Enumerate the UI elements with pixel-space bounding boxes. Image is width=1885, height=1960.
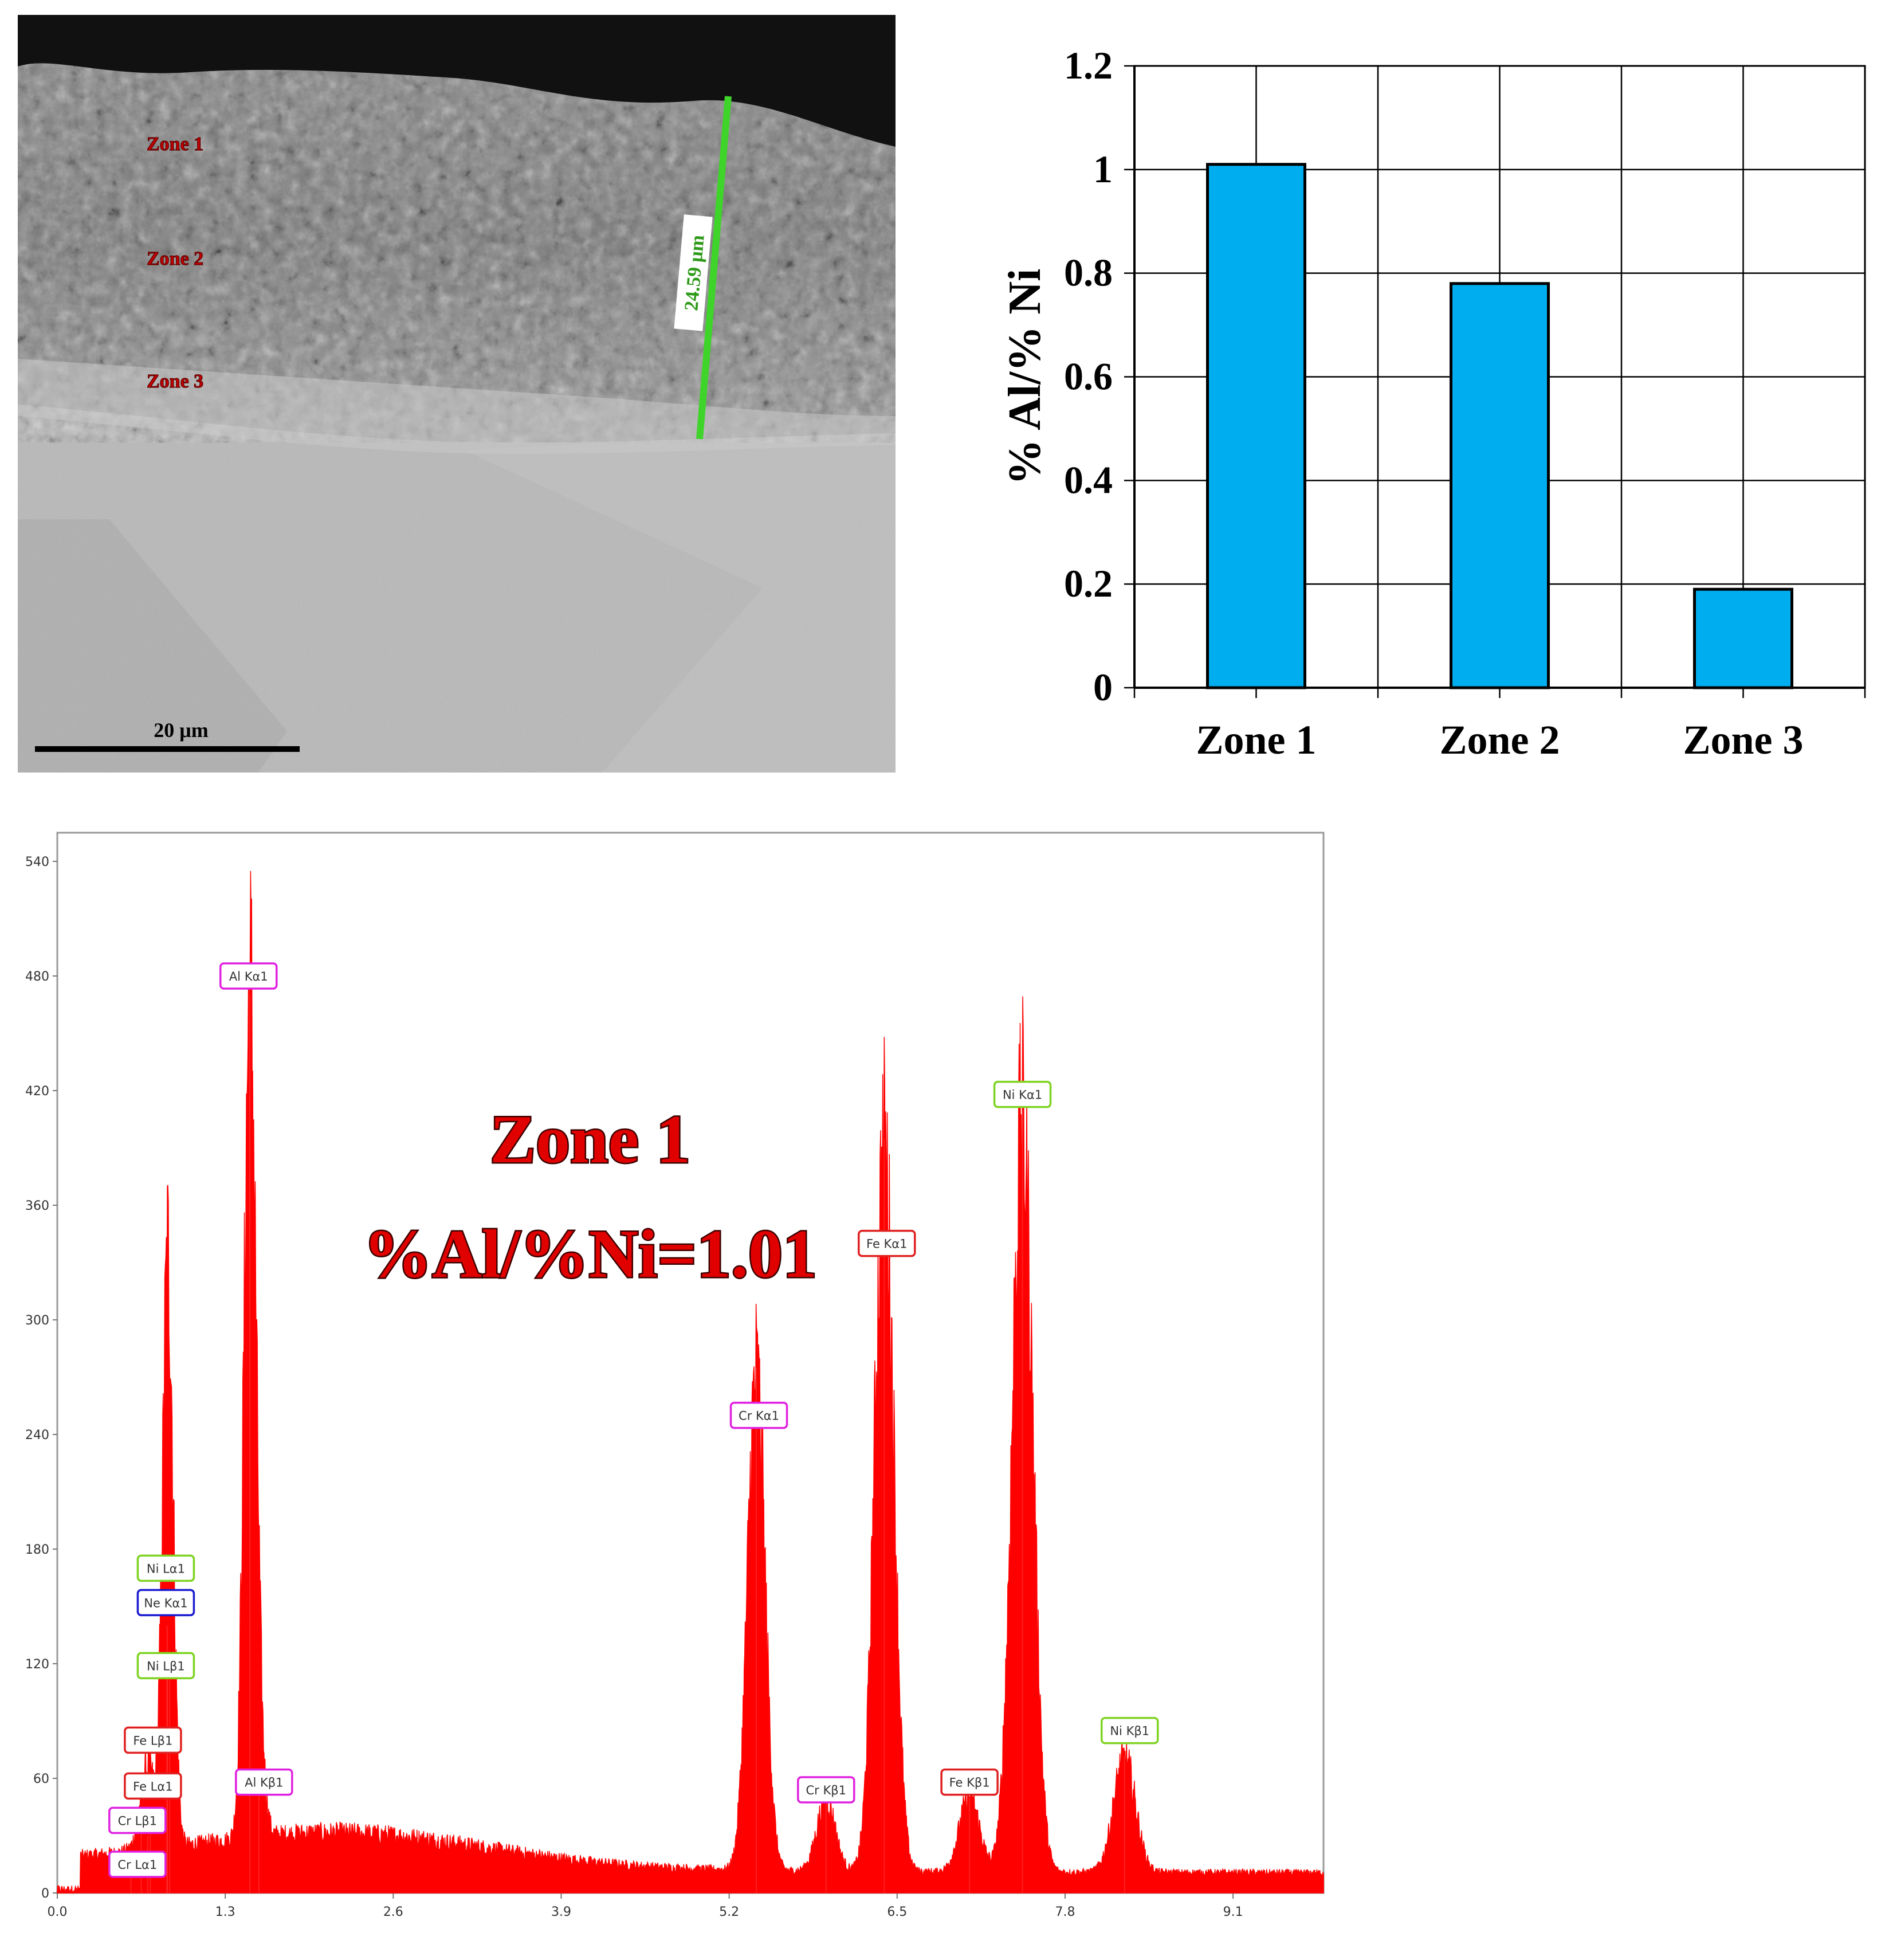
x-tick-label: 0.0	[48, 1905, 68, 1919]
x-tick-label: 7.8	[1055, 1905, 1075, 1919]
mounting-resin	[18, 15, 896, 147]
y-tick-label: 0.2	[1064, 562, 1113, 605]
peak-tag: Cr Kα1	[729, 1401, 788, 1429]
peak-tag-label: Fe Kα1	[866, 1237, 908, 1251]
y-tick-label: 0.4	[1064, 458, 1113, 501]
x-tick-label: Zone 1	[1196, 717, 1316, 763]
peak-tag: Cr Lβ1	[108, 1806, 167, 1834]
y-tick-label: 480	[25, 970, 49, 984]
peak-tag: Fe Lα1	[124, 1772, 182, 1800]
bar-zone-2	[1450, 282, 1550, 689]
y-axis-title-group: % Al/% Ni	[1000, 269, 1050, 485]
peak-tag: Cr Kβ1	[797, 1776, 855, 1804]
peak-tag-box	[940, 1768, 999, 1796]
y-tick-label: 1	[1093, 147, 1113, 191]
interdiffusion-band	[18, 359, 896, 454]
y-tick-label: 300	[25, 1314, 49, 1328]
x-tick-label: 9.1	[1223, 1905, 1243, 1919]
peak-tag-label: Ni Lα1	[147, 1562, 185, 1575]
al-ni-ratio-chart: 0 0.2 0.4 0.6 0.8 1 1.2 Zone 1 Zone 2 Zone 3 % Al/…	[951, 23, 1885, 785]
peak-tag-box	[136, 1589, 195, 1617]
peak-tag-box	[124, 1772, 182, 1800]
x-tick-label: Zone 2	[1439, 717, 1560, 763]
y-tick-label: 240	[25, 1428, 49, 1442]
peak-tag: Ni Lα1	[136, 1554, 195, 1582]
peak-tag-box	[1100, 1716, 1159, 1745]
y-tick-label: 0	[1093, 665, 1113, 709]
peak-tag: Ni Lβ1	[136, 1652, 195, 1680]
peak-tag-box	[993, 1080, 1052, 1108]
peak-tag-label: Cr Kα1	[739, 1409, 779, 1423]
y-tick-label: 0	[41, 1887, 49, 1901]
y-tick-label: 0.8	[1064, 251, 1113, 295]
bar-chart-svg: 0 0.2 0.4 0.6 0.8 1 1.2 Zone 1 Zone 2 Zone 3 % Al/…	[1000, 44, 1866, 763]
peak-tag-label: Ni Kβ1	[1110, 1724, 1149, 1738]
peak-tag-box	[729, 1401, 788, 1429]
peak-tag-box	[858, 1229, 916, 1257]
scale-bar-label: 20 μm	[154, 719, 208, 742]
peak-tag-label: Fe Lβ1	[133, 1734, 172, 1747]
peak-tag-label: Cr Lβ1	[118, 1814, 157, 1828]
x-tick-label: 1.3	[215, 1905, 235, 1919]
x-tick-label: 6.5	[887, 1905, 907, 1919]
peak-tag-label: Cr Kβ1	[806, 1783, 847, 1797]
peak-tag-label: Fe Kβ1	[949, 1776, 990, 1790]
peak-tag-label: Fe Lα1	[133, 1779, 172, 1793]
peak-tag-box	[136, 1554, 195, 1582]
y-tick-label: 120	[25, 1657, 49, 1672]
peak-tag-box	[797, 1776, 855, 1804]
peak-tag: Fe Lβ1	[124, 1726, 182, 1754]
peak-tag: Al Kβ1	[235, 1768, 293, 1796]
thickness-measure-tag: 24.59 μm	[674, 214, 713, 331]
peak-tag-box	[219, 962, 278, 990]
peak-tag-label: Ne Kα1	[144, 1596, 187, 1610]
thickness-measure-line	[696, 96, 732, 440]
eds-spectrum-svg: 0 60 120 180 240 300 360 420 480 540 0.0 1.3 2.6 3.9 5…	[25, 832, 1325, 1919]
peak-tag-box	[235, 1768, 293, 1796]
zone-3-label: Zone 3	[147, 371, 203, 392]
peak-tag: Fe Kβ1	[940, 1768, 999, 1796]
eds-spectrum: 0 60 120 180 240 300 360 420 480 540 0.0 1.3 2.6 3.9 5…	[17, 830, 1329, 1953]
peak-tag-label: Al Kα1	[229, 970, 268, 983]
x-tick-label: Zone 3	[1683, 717, 1803, 763]
sem-micrograph: Zone 1 Zone 2 Zone 3 24.59 μm 20 μm	[18, 15, 896, 773]
zone-2-label: Zone 2	[147, 248, 203, 269]
peak-tag-box	[124, 1726, 182, 1754]
peak-tag-box	[136, 1652, 195, 1680]
y-tick-label: 60	[33, 1772, 49, 1786]
peak-tag-label: Al Kβ1	[245, 1776, 283, 1790]
coating-texture	[18, 38, 896, 443]
peak-tag: Ni Kα1	[993, 1080, 1052, 1108]
peak-tag: Ne Kα1	[136, 1589, 195, 1617]
bar-zone-3	[1693, 587, 1793, 689]
y-tick-label: 1.2	[1064, 44, 1113, 87]
spectrum-series	[57, 871, 1324, 1895]
peak-tag-label: Cr Lα1	[117, 1858, 157, 1872]
spectrum-plot-area	[56, 832, 1325, 1894]
y-tick-label: 0.6	[1064, 355, 1113, 398]
peak-tag-box	[108, 1806, 167, 1834]
peak-tag: Fe Kα1	[858, 1229, 916, 1257]
bar-zone-1	[1206, 163, 1306, 689]
x-tick-label: 2.6	[383, 1905, 403, 1919]
peak-tag: Cr Lα1	[108, 1851, 167, 1878]
y-tick-label: 540	[25, 855, 49, 869]
zone-1-label: Zone 1	[147, 134, 203, 155]
sem-image: Zone 1 Zone 2 Zone 3 24.59 μm 20 μm	[18, 15, 896, 773]
scale-bar	[35, 746, 300, 752]
y-tick-label: 180	[25, 1543, 49, 1557]
peak-tag: Ni Kβ1	[1100, 1716, 1159, 1745]
spectrum-title: Zone 1	[490, 1101, 690, 1177]
y-tick-label: 420	[25, 1084, 49, 1099]
peak-tag-label: Ni Kα1	[1003, 1088, 1042, 1102]
peak-tag-box	[108, 1851, 167, 1878]
y-axis-title: % Al/% Ni	[1000, 269, 1050, 485]
x-tick-label: 5.2	[719, 1905, 739, 1919]
peak-tag-label: Ni Lβ1	[147, 1659, 185, 1673]
y-tick-label: 360	[25, 1199, 49, 1213]
x-tick-label: 3.9	[551, 1905, 571, 1919]
spectrum-subtitle: %Al/%Ni=1.01	[363, 1216, 817, 1292]
peak-tag: Al Kα1	[219, 962, 278, 990]
